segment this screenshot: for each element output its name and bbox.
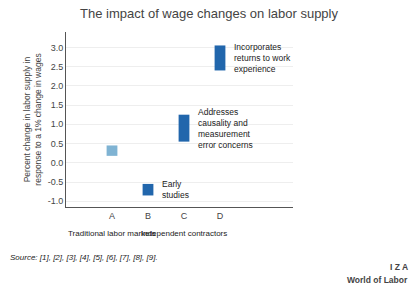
svg-text:0.5: 0.5 bbox=[51, 139, 64, 149]
svg-text:D: D bbox=[217, 211, 224, 221]
svg-text:-1.0: -1.0 bbox=[48, 196, 64, 206]
svg-text:I Z A: I Z A bbox=[390, 262, 408, 272]
svg-text:Incorporatesreturns to workexp: Incorporatesreturns to workexperience bbox=[234, 42, 291, 74]
svg-text:Independent contractors: Independent contractors bbox=[141, 229, 227, 238]
svg-text:Traditional labor markets: Traditional labor markets bbox=[68, 229, 156, 238]
svg-text:1.0: 1.0 bbox=[51, 119, 64, 129]
svg-text:B: B bbox=[145, 211, 151, 221]
svg-text:2.0: 2.0 bbox=[51, 81, 64, 91]
svg-text:1.5: 1.5 bbox=[51, 100, 64, 110]
svg-text:The impact of wage changes on: The impact of wage changes on labor supp… bbox=[80, 6, 338, 21]
svg-text:Percent change in labor supply: Percent change in labor supply inrespons… bbox=[22, 53, 43, 185]
svg-text:2.5: 2.5 bbox=[51, 62, 64, 72]
svg-text:A: A bbox=[109, 211, 115, 221]
svg-text:Addressescausality andmeasurem: Addressescausality andmeasurementerror c… bbox=[198, 107, 253, 150]
svg-text:Earlystudies: Earlystudies bbox=[162, 179, 189, 200]
svg-text:3.0: 3.0 bbox=[51, 43, 64, 53]
svg-text:0.0: 0.0 bbox=[51, 158, 64, 168]
svg-text:Source: [1], [2], [3], [4], [5: Source: [1], [2], [3], [4], [5], [6], [7… bbox=[10, 253, 158, 262]
svg-text:C: C bbox=[181, 211, 188, 221]
svg-text:World of Labor: World of Labor bbox=[347, 275, 408, 285]
svg-text:-0.5: -0.5 bbox=[48, 177, 64, 187]
